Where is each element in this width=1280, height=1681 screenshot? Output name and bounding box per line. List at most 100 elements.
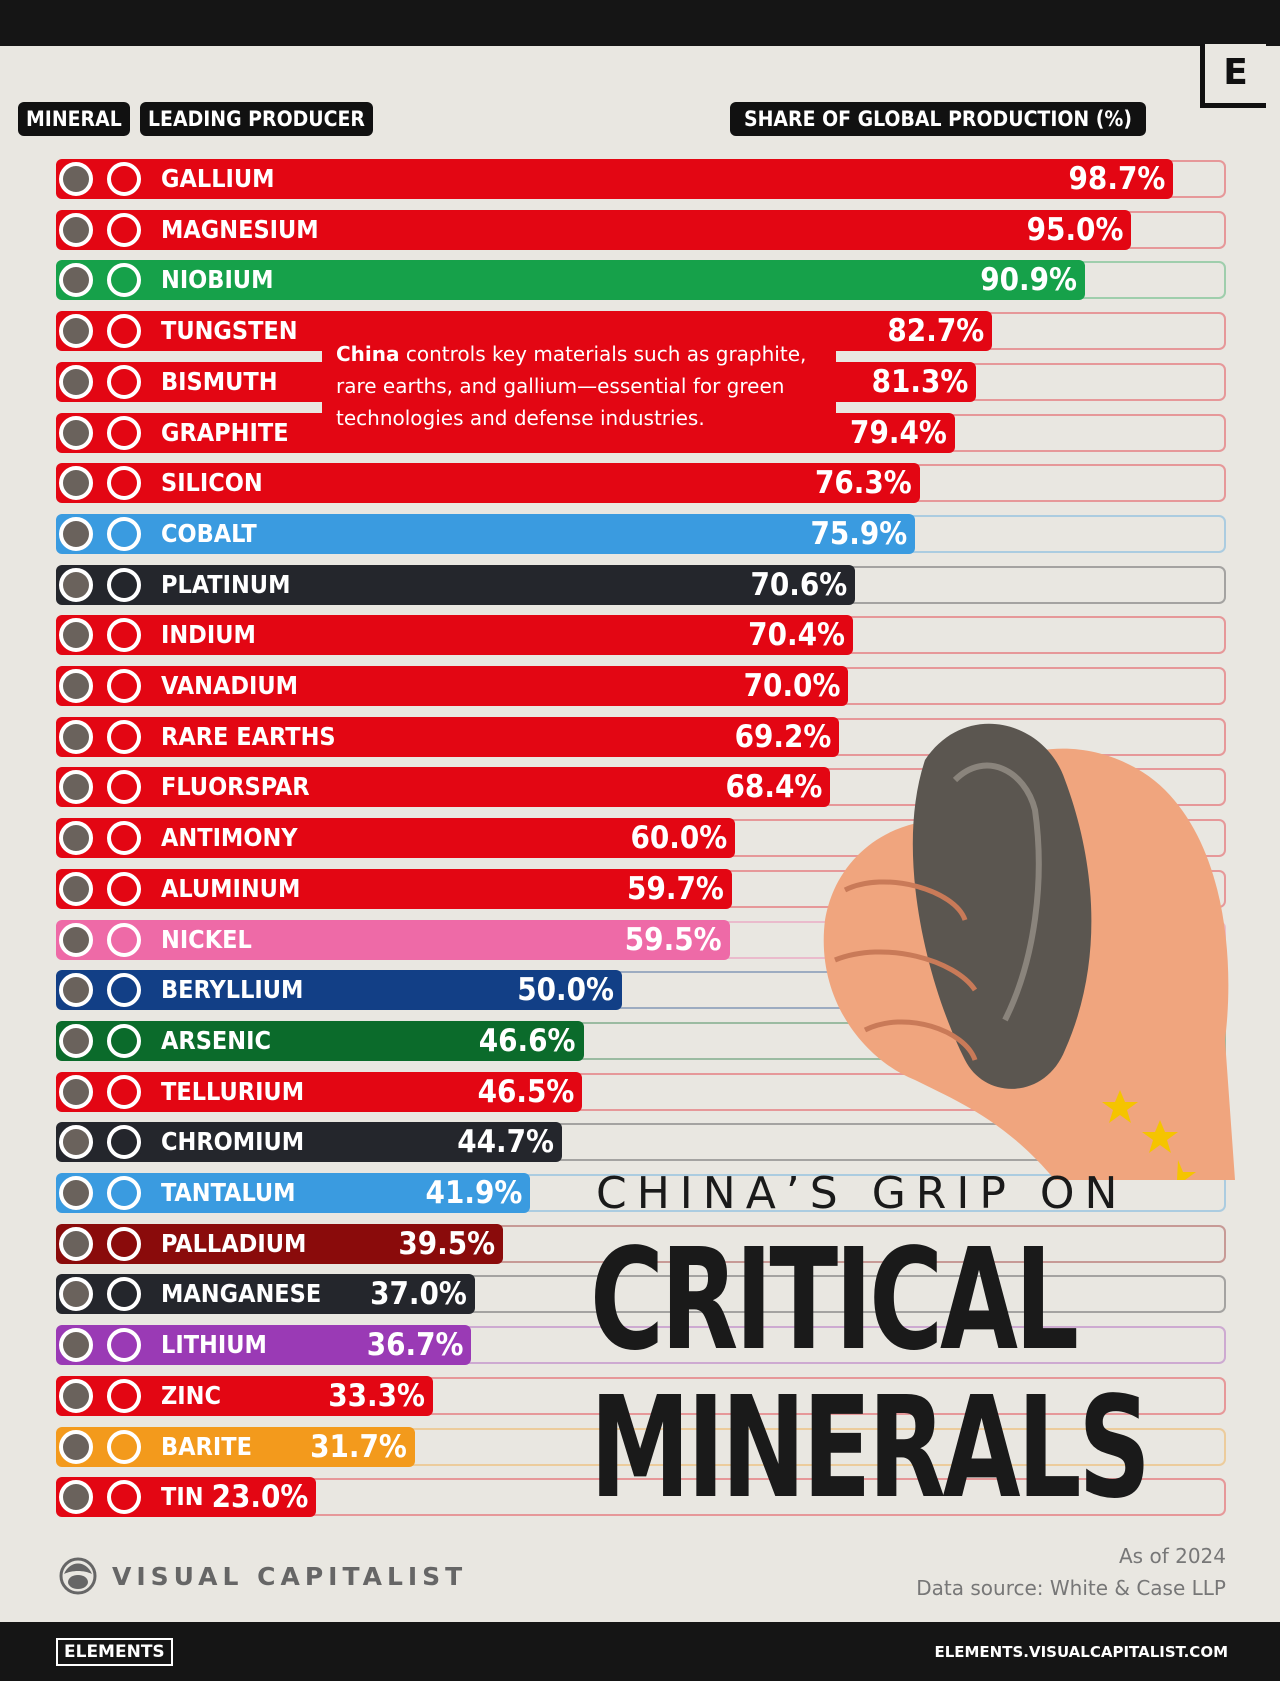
producer-header: LEADING PRODUCER (140, 102, 373, 136)
value-label: 31.7% (310, 1429, 407, 1465)
footer-url: ELEMENTS.VISUALCAPITALIST.COM (934, 1643, 1228, 1661)
value-label: 90.9% (980, 262, 1077, 298)
value-label: 36.7% (366, 1327, 464, 1363)
value-label: 60.0% (630, 820, 728, 856)
value-label: 39.5% (398, 1226, 496, 1262)
mineral-sample-icon (56, 1224, 96, 1264)
flag-icon-china (104, 1376, 144, 1416)
value-label: 37.0% (370, 1276, 467, 1312)
title-line-3: MINERALS (590, 1367, 1151, 1530)
mineral-header: MINERAL (18, 102, 130, 136)
mineral-sample-icon (56, 565, 96, 605)
value-label: 68.4% (725, 769, 823, 805)
mineral-sample-icon (56, 311, 96, 351)
mineral-sample-icon (56, 1427, 96, 1467)
value-label: 33.3% (328, 1378, 425, 1414)
mineral-label: INDIUM (161, 620, 256, 649)
mineral-sample-icon (56, 1376, 96, 1416)
bar-indium (56, 615, 853, 655)
mineral-sample-icon (56, 869, 96, 909)
flag-icon-china (104, 1477, 144, 1517)
mineral-sample-icon (56, 1274, 96, 1314)
value-label: 23.0% (211, 1479, 309, 1515)
flag-icon-china (104, 666, 144, 706)
flag-icon-china (104, 717, 144, 757)
flag-icon-indonesia (104, 920, 144, 960)
value-label: 75.9% (810, 516, 908, 552)
bar-aluminum (56, 869, 732, 909)
value-label: 82.7% (887, 313, 985, 349)
flag-icon-china (104, 362, 144, 402)
mineral-label: NIOBIUM (161, 265, 274, 294)
flag-icon-china (104, 869, 144, 909)
value-label: 59.7% (627, 871, 724, 907)
flag-icon-south-africa (104, 1122, 144, 1162)
mineral-label: ALUMINUM (161, 874, 301, 903)
flag-icon-dr-congo (104, 1173, 144, 1213)
value-label: 59.5% (624, 922, 722, 958)
bar-nickel (56, 920, 730, 960)
visual-capitalist-brand: VISUAL CAPITALIST (56, 1556, 467, 1596)
value-label: 46.6% (478, 1023, 576, 1059)
mineral-label: GALLIUM (161, 164, 275, 193)
value-label: 70.6% (750, 567, 848, 603)
value-label: 44.7% (457, 1124, 555, 1160)
mineral-label: PLATINUM (161, 570, 291, 599)
flag-icon-china (104, 210, 144, 250)
mineral-label: RARE EARTHS (161, 722, 336, 751)
mineral-label: BARITE (161, 1432, 252, 1461)
bar-magnesium (56, 210, 1132, 250)
value-label: 50.0% (517, 972, 614, 1008)
mineral-sample-icon (56, 717, 96, 757)
mineral-sample-icon (56, 1477, 96, 1517)
mineral-label: ANTIMONY (161, 823, 298, 852)
flag-icon-china (104, 767, 144, 807)
mineral-sample-icon (56, 818, 96, 858)
flag-icon-china (104, 463, 144, 503)
flag-icon-china (104, 818, 144, 858)
value-label: 70.4% (748, 617, 845, 653)
mineral-sample-icon (56, 413, 96, 453)
value-label: 81.3% (871, 364, 969, 400)
bar-gallium (56, 159, 1174, 199)
mineral-label: FLUORSPAR (161, 772, 310, 801)
flag-icon-australia (104, 1325, 144, 1365)
bar-tin (56, 1477, 317, 1517)
callout-note: China controls key materials such as gra… (322, 338, 836, 434)
mineral-label: LITHIUM (161, 1330, 267, 1359)
bar-platinum (56, 565, 856, 605)
stars-icon (1102, 1090, 1196, 1180)
bar-antimony (56, 818, 736, 858)
brand-name: VISUAL CAPITALIST (112, 1561, 468, 1591)
mineral-sample-icon (56, 1072, 96, 1112)
value-label: 41.9% (425, 1175, 523, 1211)
flag-icon-china (104, 615, 144, 655)
callout-text: controls key materials such as graphite,… (336, 342, 807, 430)
mineral-sample-icon (56, 615, 96, 655)
title-line-2: CRITICAL (590, 1219, 1079, 1382)
bar-silicon (56, 463, 920, 503)
mineral-sample-icon (56, 920, 96, 960)
bar-beryllium (56, 970, 622, 1010)
flag-icon-india (104, 1427, 144, 1467)
mineral-label: ZINC (161, 1381, 221, 1410)
flag-icon-united-states (104, 970, 144, 1010)
mineral-label: GRAPHITE (161, 418, 289, 447)
flag-icon-china (104, 311, 144, 351)
bar-vanadium (56, 666, 849, 706)
mineral-label: CHROMIUM (161, 1127, 305, 1156)
title-line-1: CHINA’S GRIP ON (596, 1168, 1128, 1219)
share-header: SHARE OF GLOBAL PRODUCTION (%) (730, 102, 1146, 136)
bar-fluorspar (56, 767, 831, 807)
mineral-label: TIN (161, 1482, 204, 1511)
flag-icon-china (104, 413, 144, 453)
mineral-sample-icon (56, 210, 96, 250)
mineral-label: BISMUTH (161, 367, 278, 396)
mineral-label: NICKEL (161, 925, 252, 954)
value-label: 95.0% (1026, 212, 1124, 248)
value-label: 69.2% (734, 719, 832, 755)
flag-icon-south-africa (104, 565, 144, 605)
mineral-sample-icon (56, 1173, 96, 1213)
mineral-sample-icon (56, 362, 96, 402)
bar-rare-earths (56, 717, 840, 757)
